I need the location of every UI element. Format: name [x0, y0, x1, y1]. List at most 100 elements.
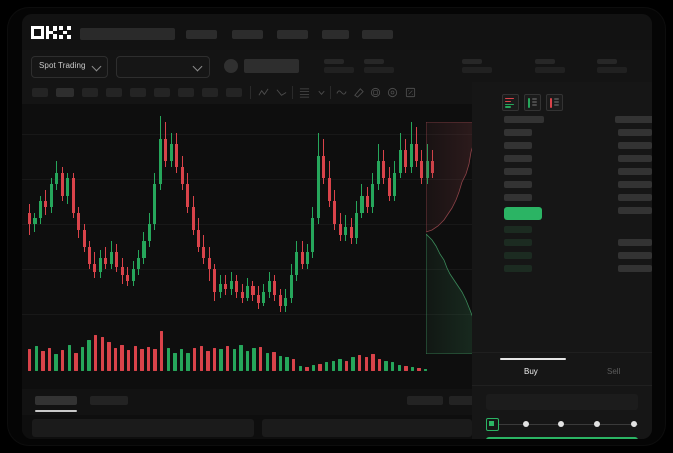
volume-bar	[212, 347, 217, 371]
orderbook-bid-row[interactable]	[504, 239, 532, 246]
order-field-1[interactable]	[486, 394, 638, 410]
buy-tab-active-underline	[500, 358, 566, 360]
candle	[153, 104, 157, 324]
step-marker[interactable]	[631, 421, 637, 427]
orderbook-right-row[interactable]	[618, 239, 652, 246]
trend-line-icon[interactable]	[258, 87, 269, 98]
candle	[316, 104, 320, 324]
orderbook-header-right	[615, 116, 652, 123]
toolbar-button-9[interactable]	[226, 88, 242, 97]
volume-bar	[245, 351, 250, 371]
ray-line-icon[interactable]	[276, 87, 287, 98]
bottom-panel-left[interactable]	[32, 419, 254, 437]
fib-retracement-icon[interactable]	[299, 87, 310, 98]
volume-bar	[377, 359, 382, 371]
orderbook-right-row[interactable]	[618, 142, 652, 149]
bottom-panel-right[interactable]	[262, 419, 472, 437]
orderbook-ask-row[interactable]	[504, 129, 532, 136]
orderbook-ask-row[interactable]	[504, 168, 532, 175]
candlestick-series	[22, 104, 472, 324]
bottom-action-2[interactable]	[449, 396, 485, 405]
toolbar-button-6[interactable]	[154, 88, 170, 97]
market-mode-select[interactable]: Spot Trading	[31, 56, 108, 78]
toolbar-button-7[interactable]	[178, 88, 194, 97]
volume-bar	[74, 353, 78, 371]
candle	[180, 104, 184, 324]
volume-bar	[417, 367, 421, 371]
orderbook-ask-row[interactable]	[504, 155, 532, 162]
orderbook-ask-row[interactable]	[504, 142, 532, 149]
toolbar-button-4[interactable]	[106, 88, 122, 97]
header-nav-item-3[interactable]	[277, 30, 308, 39]
orderbook-current-price[interactable]	[504, 207, 542, 220]
step-marker[interactable]	[594, 421, 600, 427]
candle	[44, 104, 48, 324]
orderbook-bid-row[interactable]	[504, 226, 532, 233]
orderbook-bid-row[interactable]	[504, 265, 532, 272]
candle	[60, 104, 64, 324]
eraser-icon[interactable]	[353, 87, 364, 98]
volume-bar	[404, 366, 408, 371]
order-step-indicator	[486, 418, 638, 431]
okx-logo-icon[interactable]	[31, 26, 71, 39]
fullscreen-icon[interactable]	[405, 87, 416, 98]
tab-order-history[interactable]	[90, 396, 128, 405]
chevron-down-icon[interactable]	[316, 87, 327, 98]
orderbook-right-row[interactable]	[618, 181, 652, 188]
wave-icon[interactable]	[336, 87, 347, 98]
tab-sell[interactable]: Sell	[607, 367, 621, 376]
candle	[147, 104, 151, 324]
lock-icon[interactable]	[387, 87, 398, 98]
candle	[327, 104, 331, 324]
candle	[420, 104, 424, 324]
price-chart[interactable]	[22, 104, 472, 389]
header-nav-item-2[interactable]	[232, 30, 263, 39]
orderbook-mode-bids-icon[interactable]	[524, 94, 541, 111]
orderbook-right-row[interactable]	[618, 194, 652, 201]
tab-buy[interactable]: Buy	[524, 367, 538, 376]
candle	[409, 104, 413, 324]
toolbar-button-2[interactable]	[56, 88, 74, 97]
candle	[333, 104, 337, 324]
header-nav-item-1[interactable]	[186, 30, 217, 39]
orderbook-right-row[interactable]	[618, 207, 652, 214]
orderbook-mode-asks-icon[interactable]	[546, 94, 563, 111]
candle	[322, 104, 326, 324]
volume-bar	[61, 350, 65, 371]
step-marker[interactable]	[523, 421, 529, 427]
orderbook-right-row[interactable]	[618, 168, 652, 175]
step-marker-active[interactable]	[486, 418, 499, 431]
place-order-button[interactable]	[486, 437, 638, 439]
step-marker[interactable]	[558, 421, 564, 427]
orderbook-right-row[interactable]	[618, 155, 652, 162]
header-nav-item-5[interactable]	[362, 30, 393, 39]
orderbook-ask-row[interactable]	[504, 194, 532, 201]
toolbar-button-8[interactable]	[202, 88, 218, 97]
header-search-placeholder[interactable]	[80, 28, 175, 40]
orderbook-right-row[interactable]	[618, 252, 652, 259]
orderbook-ask-row[interactable]	[504, 181, 532, 188]
orderbook-right-row[interactable]	[618, 129, 652, 136]
volume-bar	[364, 356, 368, 371]
toolbar-button-5[interactable]	[130, 88, 146, 97]
orderbook-mode-both-icon[interactable]	[502, 94, 519, 111]
volume-bar	[285, 357, 289, 371]
candle	[82, 104, 86, 324]
candle	[71, 104, 75, 324]
orderbook-rows[interactable]	[472, 116, 652, 272]
candle	[55, 104, 59, 324]
orderbook-right-row[interactable]	[618, 265, 652, 272]
toolbar-button-1[interactable]	[32, 88, 48, 97]
header-nav-item-4[interactable]	[322, 30, 349, 39]
magnet-icon[interactable]	[370, 87, 381, 98]
bottom-action-1[interactable]	[407, 396, 443, 405]
toolbar-button-3[interactable]	[82, 88, 98, 97]
candle	[360, 104, 364, 324]
pair-coin-icon	[224, 59, 238, 73]
tab-open-orders[interactable]	[35, 396, 77, 405]
candle	[120, 104, 124, 324]
volume-bar	[199, 346, 203, 371]
pair-select[interactable]	[116, 56, 210, 78]
volume-bar	[351, 357, 355, 371]
orderbook-bid-row[interactable]	[504, 252, 532, 259]
